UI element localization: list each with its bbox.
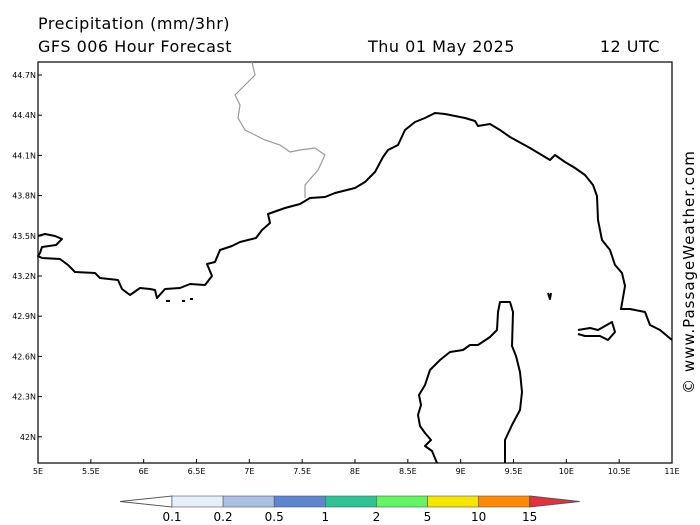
watermark: © www.PassageWeather.com [680, 150, 698, 394]
colorbar-segment [427, 495, 479, 508]
colorbar-above [529, 495, 580, 508]
colorbar-label: 0.2 [214, 510, 233, 524]
x-tick-label: 5.5E [82, 467, 100, 476]
colorbar-segment [273, 495, 326, 508]
y-tick-label: 42N [20, 433, 36, 442]
colorbar-segment [478, 495, 531, 508]
y-tick-label: 42.6N [12, 352, 36, 361]
x-tick-label: 9.5E [505, 467, 523, 476]
colorbar-segment [171, 495, 224, 508]
colorbar-segment [324, 495, 377, 508]
colorbar-label: 0.5 [265, 510, 284, 524]
colorbar-label: 5 [424, 510, 432, 524]
corsica [417, 301, 523, 464]
y-tick-label: 42.9N [12, 312, 36, 321]
y-tick-label: 43.8N [12, 192, 36, 201]
islands [166, 292, 552, 302]
x-tick-label: 7E [244, 467, 254, 476]
colorbar-label: 15 [522, 510, 537, 524]
y-tick-label: 44.1N [12, 151, 36, 160]
title: Precipitation (mm/3hr) [38, 14, 230, 33]
x-tick-label: 10.5E [608, 467, 631, 476]
y-tick-label: 44.7N [12, 71, 36, 80]
colorbar-segment [376, 495, 428, 508]
date: Thu 01 May 2025 [367, 37, 515, 56]
sardinia-tip [577, 321, 616, 341]
x-tick-label: 6.5E [188, 467, 206, 476]
colorbar-below [119, 495, 173, 508]
x-tick-label: 5E [33, 467, 43, 476]
y-tick-label: 43.5N [12, 232, 36, 241]
x-tick-label: 8.5E [399, 467, 417, 476]
colorbar-label: 10 [471, 510, 486, 524]
x-tick-label: 9E [456, 467, 466, 476]
model: GFS 006 Hour Forecast [38, 37, 232, 56]
colorbar-label: 0.1 [162, 510, 181, 524]
colorbar-label: 2 [373, 510, 381, 524]
time: 12 UTC [600, 37, 660, 56]
x-tick-label: 6E [139, 467, 149, 476]
map [37, 61, 673, 464]
map-frame [37, 61, 673, 464]
x-tick-label: 8E [350, 467, 360, 476]
border [234, 61, 326, 198]
x-tick-label: 7.5E [293, 467, 311, 476]
coastline [37, 112, 673, 341]
x-tick-label: 11E [664, 467, 679, 476]
colorbar-label: 1 [321, 510, 329, 524]
x-tick-label: 10E [559, 467, 574, 476]
y-tick-label: 42.3N [12, 393, 36, 402]
y-tick-label: 44.4N [12, 111, 36, 120]
y-tick-label: 43.2N [12, 272, 36, 281]
colorbar-segment [222, 495, 275, 508]
